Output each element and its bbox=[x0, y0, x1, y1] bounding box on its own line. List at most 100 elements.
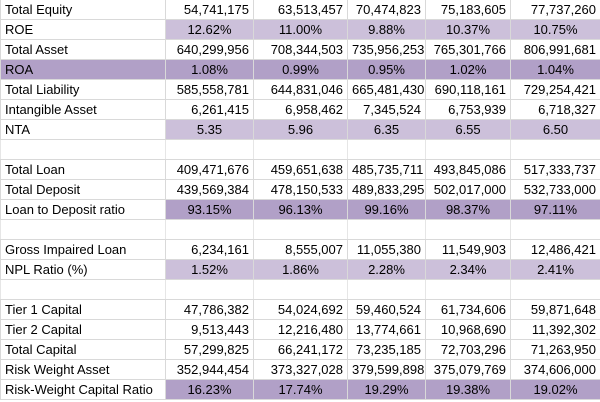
empty-cell bbox=[253, 219, 348, 240]
value-cell: 517,333,737 bbox=[510, 159, 600, 180]
value-cell: 374,606,000 bbox=[510, 359, 600, 380]
value-cell: 375,079,769 bbox=[425, 359, 511, 380]
value-cell: 73,235,185 bbox=[347, 339, 426, 360]
value-cell: 489,833,295 bbox=[347, 179, 426, 200]
value-cell: 5.96 bbox=[253, 119, 348, 140]
value-cell: 493,845,086 bbox=[425, 159, 511, 180]
blank-row bbox=[0, 139, 600, 160]
empty-cell bbox=[510, 219, 600, 240]
value-cell: 61,734,606 bbox=[425, 299, 511, 320]
empty-cell bbox=[0, 139, 166, 160]
value-cell: 665,481,430 bbox=[347, 79, 426, 100]
value-cell: 708,344,503 bbox=[253, 39, 348, 60]
row-label: Intangible Asset bbox=[0, 99, 166, 120]
data-row: ROE 12.62% 11.00% 9.88% 10.37% 10.75% bbox=[0, 19, 600, 40]
value-cell: 77,737,260 bbox=[510, 0, 600, 20]
row-label: Total Loan bbox=[0, 159, 166, 180]
value-cell: 0.99% bbox=[253, 59, 348, 80]
value-cell: 1.52% bbox=[165, 259, 254, 280]
value-cell: 99.16% bbox=[347, 199, 426, 220]
value-cell: 690,118,161 bbox=[425, 79, 511, 100]
value-cell: 6,753,939 bbox=[425, 99, 511, 120]
empty-cell bbox=[347, 139, 426, 160]
value-cell: 63,513,457 bbox=[253, 0, 348, 20]
value-cell: 8,555,007 bbox=[253, 239, 348, 260]
row-label: Gross Impaired Loan bbox=[0, 239, 166, 260]
data-row: Loan to Deposit ratio 93.15% 96.13% 99.16% 9… bbox=[0, 199, 600, 220]
value-cell: 6.35 bbox=[347, 119, 426, 140]
value-cell: 640,299,956 bbox=[165, 39, 254, 60]
value-cell: 72,703,296 bbox=[425, 339, 511, 360]
value-cell: 2.34% bbox=[425, 259, 511, 280]
value-cell: 11,549,903 bbox=[425, 239, 511, 260]
value-cell: 59,871,648 bbox=[510, 299, 600, 320]
data-row: Risk Weight Asset 352,944,454 373,327,028 3… bbox=[0, 359, 600, 380]
value-cell: 1.04% bbox=[510, 59, 600, 80]
value-cell: 729,254,421 bbox=[510, 79, 600, 100]
value-cell: 6,261,415 bbox=[165, 99, 254, 120]
data-row: Total Capital 57,299,825 66,241,172 73,235,… bbox=[0, 339, 600, 360]
value-cell: 11,055,380 bbox=[347, 239, 426, 260]
value-cell: 502,017,000 bbox=[425, 179, 511, 200]
value-cell: 11,392,302 bbox=[510, 319, 600, 340]
row-label: Total Capital bbox=[0, 339, 166, 360]
row-label: Total Asset bbox=[0, 39, 166, 60]
value-cell: 0.95% bbox=[347, 59, 426, 80]
empty-cell bbox=[165, 279, 254, 300]
data-row: Total Asset 640,299,956 708,344,503 735,956… bbox=[0, 39, 600, 60]
row-label: ROE bbox=[0, 19, 166, 40]
value-cell: 352,944,454 bbox=[165, 359, 254, 380]
row-label: NPL Ratio (%) bbox=[0, 259, 166, 280]
value-cell: 2.28% bbox=[347, 259, 426, 280]
empty-cell bbox=[0, 219, 166, 240]
row-label: Loan to Deposit ratio bbox=[0, 199, 166, 220]
value-cell: 485,735,711 bbox=[347, 159, 426, 180]
data-row: Risk-Weight Capital Ratio 16.23% 17.74% 19.… bbox=[0, 379, 600, 400]
empty-cell bbox=[165, 219, 254, 240]
empty-cell bbox=[425, 219, 511, 240]
value-cell: 47,786,382 bbox=[165, 299, 254, 320]
value-cell: 71,263,950 bbox=[510, 339, 600, 360]
empty-cell bbox=[510, 139, 600, 160]
data-row: NPL Ratio (%) 1.52% 1.86% 2.28% 2.34% 2.41% bbox=[0, 259, 600, 280]
value-cell: 97.11% bbox=[510, 199, 600, 220]
empty-cell bbox=[165, 139, 254, 160]
row-label: Tier 2 Capital bbox=[0, 319, 166, 340]
row-label: Total Deposit bbox=[0, 179, 166, 200]
value-cell: 439,569,384 bbox=[165, 179, 254, 200]
value-cell: 10.75% bbox=[510, 19, 600, 40]
row-label: ROA bbox=[0, 59, 166, 80]
value-cell: 93.15% bbox=[165, 199, 254, 220]
value-cell: 735,956,253 bbox=[347, 39, 426, 60]
value-cell: 373,327,028 bbox=[253, 359, 348, 380]
row-label: Risk Weight Asset bbox=[0, 359, 166, 380]
blank-row bbox=[0, 219, 600, 240]
data-row: Gross Impaired Loan 6,234,161 8,555,007 11,… bbox=[0, 239, 600, 260]
value-cell: 19.02% bbox=[510, 379, 600, 400]
value-cell: 59,460,524 bbox=[347, 299, 426, 320]
row-label: Tier 1 Capital bbox=[0, 299, 166, 320]
value-cell: 16.23% bbox=[165, 379, 254, 400]
value-cell: 9,513,443 bbox=[165, 319, 254, 340]
value-cell: 459,651,638 bbox=[253, 159, 348, 180]
value-cell: 96.13% bbox=[253, 199, 348, 220]
value-cell: 12.62% bbox=[165, 19, 254, 40]
value-cell: 19.29% bbox=[347, 379, 426, 400]
value-cell: 532,733,000 bbox=[510, 179, 600, 200]
value-cell: 54,024,692 bbox=[253, 299, 348, 320]
data-row: Total Deposit 439,569,384 478,150,533 489,8… bbox=[0, 179, 600, 200]
value-cell: 19.38% bbox=[425, 379, 511, 400]
value-cell: 13,774,661 bbox=[347, 319, 426, 340]
row-label: Risk-Weight Capital Ratio bbox=[0, 379, 166, 400]
value-cell: 5.35 bbox=[165, 119, 254, 140]
data-row: Intangible Asset 6,261,415 6,958,462 7,345,… bbox=[0, 99, 600, 120]
empty-cell bbox=[0, 279, 166, 300]
value-cell: 17.74% bbox=[253, 379, 348, 400]
value-cell: 6,718,327 bbox=[510, 99, 600, 120]
row-label: NTA bbox=[0, 119, 166, 140]
value-cell: 478,150,533 bbox=[253, 179, 348, 200]
value-cell: 9.88% bbox=[347, 19, 426, 40]
data-row: Total Equity 54,741,175 63,513,457 70,474,8… bbox=[0, 0, 600, 20]
value-cell: 11.00% bbox=[253, 19, 348, 40]
